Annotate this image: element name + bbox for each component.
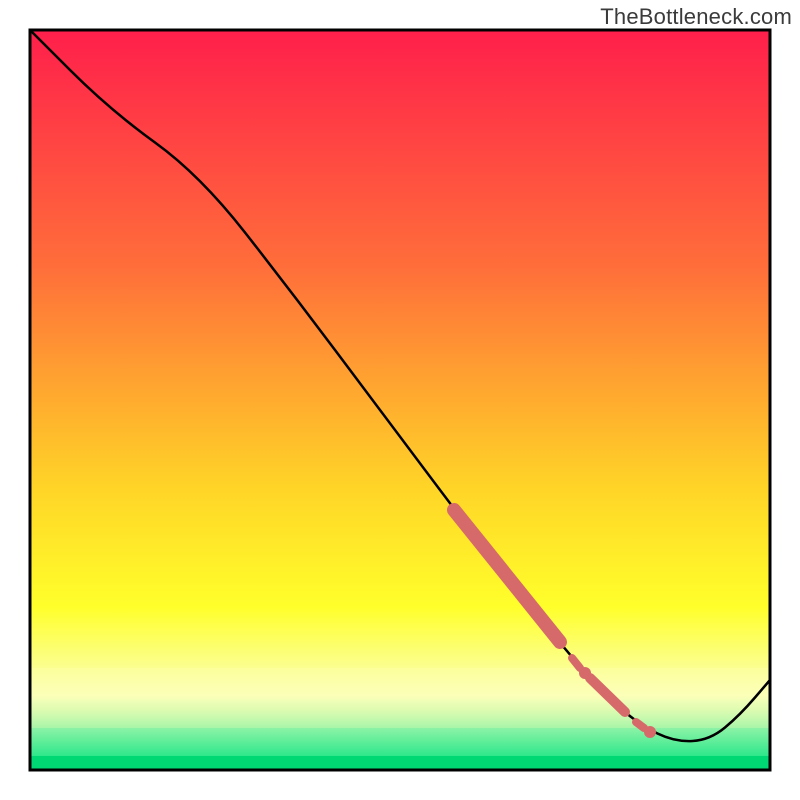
- bottleneck-chart: TheBottleneck.com: [0, 0, 800, 800]
- watermark-text: TheBottleneck.com: [600, 4, 792, 30]
- highlight-dot: [579, 667, 591, 679]
- highlight-dot: [644, 726, 656, 738]
- chart-svg: [0, 0, 800, 800]
- highlight-segment: [636, 722, 644, 728]
